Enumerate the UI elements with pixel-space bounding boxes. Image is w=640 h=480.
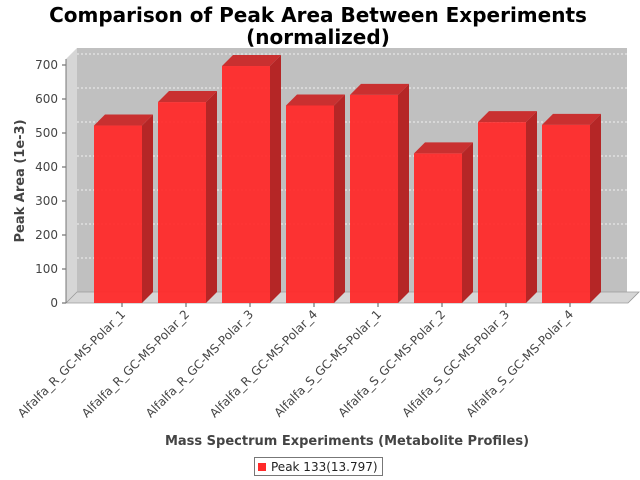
- x-tick-label: Alfalfa_R_GC-MS-Polar_4: [207, 307, 320, 420]
- plot-side-wall: [66, 48, 77, 303]
- x-tick-label: Alfalfa_R_GC-MS-Polar_2: [79, 307, 192, 420]
- bar-top: [542, 113, 601, 125]
- y-axis-label: Peak Area (1e-3): [13, 119, 28, 242]
- x-tick-label: Alfalfa_R_GC-MS-Polar_1: [15, 307, 128, 420]
- bar-side: [270, 55, 281, 303]
- y-tick-label: 300: [35, 194, 58, 208]
- bar: [222, 66, 270, 304]
- bar: [286, 105, 334, 304]
- bar: [350, 94, 398, 303]
- bar-side: [334, 94, 345, 304]
- y-tick-label: 100: [35, 262, 58, 276]
- x-tick-label: Alfalfa_S_GC-MS-Polar_4: [463, 307, 576, 420]
- bar-top: [158, 91, 217, 103]
- y-tick-label: 700: [35, 58, 58, 72]
- x-tick-label: Alfalfa_S_GC-MS-Polar_1: [271, 307, 384, 420]
- bar: [478, 122, 526, 304]
- y-tick-label: 500: [35, 126, 58, 140]
- bar-top: [94, 114, 153, 126]
- bar-side: [590, 113, 601, 303]
- bar: [542, 124, 590, 303]
- legend-swatch: [258, 462, 266, 471]
- legend-label: Peak 133(13.797): [271, 459, 378, 474]
- bar-top: [286, 94, 345, 106]
- bar-side: [462, 142, 473, 303]
- x-tick-label: Alfalfa_S_GC-MS-Polar_3: [399, 307, 512, 420]
- bar: [414, 153, 462, 303]
- x-tick-label: Alfalfa_S_GC-MS-Polar_2: [335, 307, 448, 420]
- y-tick-label: 200: [35, 228, 58, 242]
- y-tick-label: 600: [35, 92, 58, 106]
- bar-top: [478, 111, 537, 123]
- chart-title-line-2: (normalized): [246, 25, 390, 49]
- x-tick-label: Alfalfa_R_GC-MS-Polar_3: [143, 307, 256, 420]
- bar-side: [206, 91, 217, 303]
- bar-top: [222, 55, 281, 67]
- plot-area: 0 100 200 300 400 500 600 700 Alfalfa_R_GC-MS-Po…: [15, 48, 640, 420]
- bar-side: [398, 83, 409, 303]
- bar: [158, 102, 206, 303]
- bar-side: [142, 114, 153, 304]
- bar-top: [350, 83, 409, 95]
- legend: Peak 133(13.797): [254, 457, 383, 476]
- chart-title-line-1: Comparison of Peak Area Between Experime…: [49, 3, 587, 27]
- bar-top: [414, 142, 473, 154]
- y-tick-label: 0: [50, 296, 58, 310]
- y-tick-label: 400: [35, 160, 58, 174]
- x-axis-label: Mass Spectrum Experiments (Metabolite Pr…: [165, 434, 529, 449]
- bar-side: [526, 111, 537, 304]
- bar: [94, 125, 142, 304]
